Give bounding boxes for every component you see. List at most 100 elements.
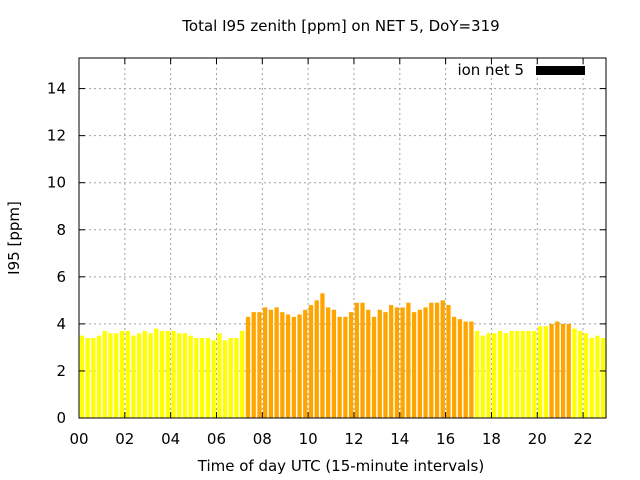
bar (268, 309, 274, 418)
y-axis-label: I95 [ppm] (5, 201, 23, 275)
bar (486, 333, 491, 418)
bar (263, 307, 268, 418)
bar (440, 300, 445, 418)
bar (520, 330, 526, 418)
bar (136, 333, 142, 418)
bar (182, 333, 188, 418)
bar (560, 323, 566, 418)
bar (549, 323, 554, 418)
y-tick-label: 8 (56, 221, 66, 239)
x-tick-label: 18 (482, 430, 501, 448)
x-tick-label: 14 (390, 430, 409, 448)
bar (314, 300, 319, 418)
bar (366, 309, 371, 418)
bar (429, 302, 434, 418)
x-tick-label: 04 (161, 430, 180, 448)
bar (452, 316, 457, 418)
bar (297, 314, 302, 418)
bar (331, 309, 337, 418)
x-tick-label: 20 (528, 430, 547, 448)
bar (509, 330, 514, 418)
bar (200, 338, 205, 418)
axis-ticks (78, 58, 606, 419)
x-tick-label: 08 (253, 430, 272, 448)
bar (303, 309, 308, 418)
x-tick-label: 12 (344, 430, 363, 448)
bar (526, 330, 531, 418)
bar (578, 330, 583, 418)
bar (308, 305, 314, 418)
bar (343, 316, 348, 418)
bar (177, 333, 182, 418)
bar (377, 309, 382, 418)
bar (394, 307, 400, 418)
bar (280, 312, 285, 418)
bar (171, 330, 176, 418)
bar (463, 321, 468, 418)
x-tick-label: 06 (207, 430, 226, 448)
bar (114, 333, 119, 418)
y-tick-labels: 0 2 4 6 8 10 12 14 (47, 80, 66, 427)
bar (411, 312, 417, 418)
bar (492, 333, 497, 418)
x-tick-label: 02 (115, 430, 134, 448)
bar (583, 333, 589, 418)
bar (251, 312, 256, 418)
bar (446, 305, 451, 418)
bar (245, 316, 251, 418)
bar (108, 333, 113, 418)
bar (285, 314, 291, 418)
plot-frame (78, 57, 607, 419)
legend: ion net 5 (457, 61, 585, 79)
bar (96, 335, 102, 418)
bar (469, 321, 474, 418)
bar (326, 307, 331, 418)
bar (348, 312, 354, 418)
y-tick-label: 12 (47, 127, 66, 145)
bar (194, 338, 199, 418)
bar (600, 338, 606, 418)
y-tick-label: 14 (47, 80, 66, 98)
bar (589, 338, 594, 418)
x-tick-label: 00 (69, 430, 88, 448)
bar (320, 293, 325, 418)
bar (537, 326, 543, 418)
bar (291, 316, 296, 418)
x-tick-labels: 00 02 04 06 08 10 12 14 16 18 20 22 (69, 430, 592, 448)
bar (91, 338, 96, 418)
bar (480, 335, 485, 418)
bar (503, 333, 508, 418)
bar (240, 330, 245, 418)
bar (257, 312, 262, 418)
x-tick-label: 10 (299, 430, 318, 448)
bar (211, 340, 216, 418)
grid-lines (79, 58, 606, 418)
x-tick-label: 22 (574, 430, 593, 448)
y-tick-label: 6 (56, 268, 66, 286)
chart-title: Total I95 zenith [ppm] on NET 5, DoY=319 (181, 17, 499, 35)
bar (383, 312, 388, 418)
x-axis-label: Time of day UTC (15-minute intervals) (197, 457, 484, 475)
bar (165, 330, 170, 418)
y-tick-label: 0 (56, 409, 66, 427)
bar (417, 309, 422, 418)
bar (572, 328, 577, 418)
bar (159, 330, 165, 418)
bar (497, 330, 503, 418)
bar (205, 338, 211, 418)
bar (406, 302, 411, 418)
bar (423, 307, 428, 418)
bar (119, 330, 125, 418)
bar (79, 335, 85, 418)
bar (389, 305, 394, 418)
bar (595, 335, 600, 418)
bar (228, 338, 233, 418)
bar (371, 316, 377, 418)
bar (234, 338, 239, 418)
x-tick-label: 16 (436, 430, 455, 448)
bar (360, 302, 365, 418)
legend-swatch (536, 66, 585, 75)
bar (532, 330, 537, 418)
bar (102, 330, 107, 418)
